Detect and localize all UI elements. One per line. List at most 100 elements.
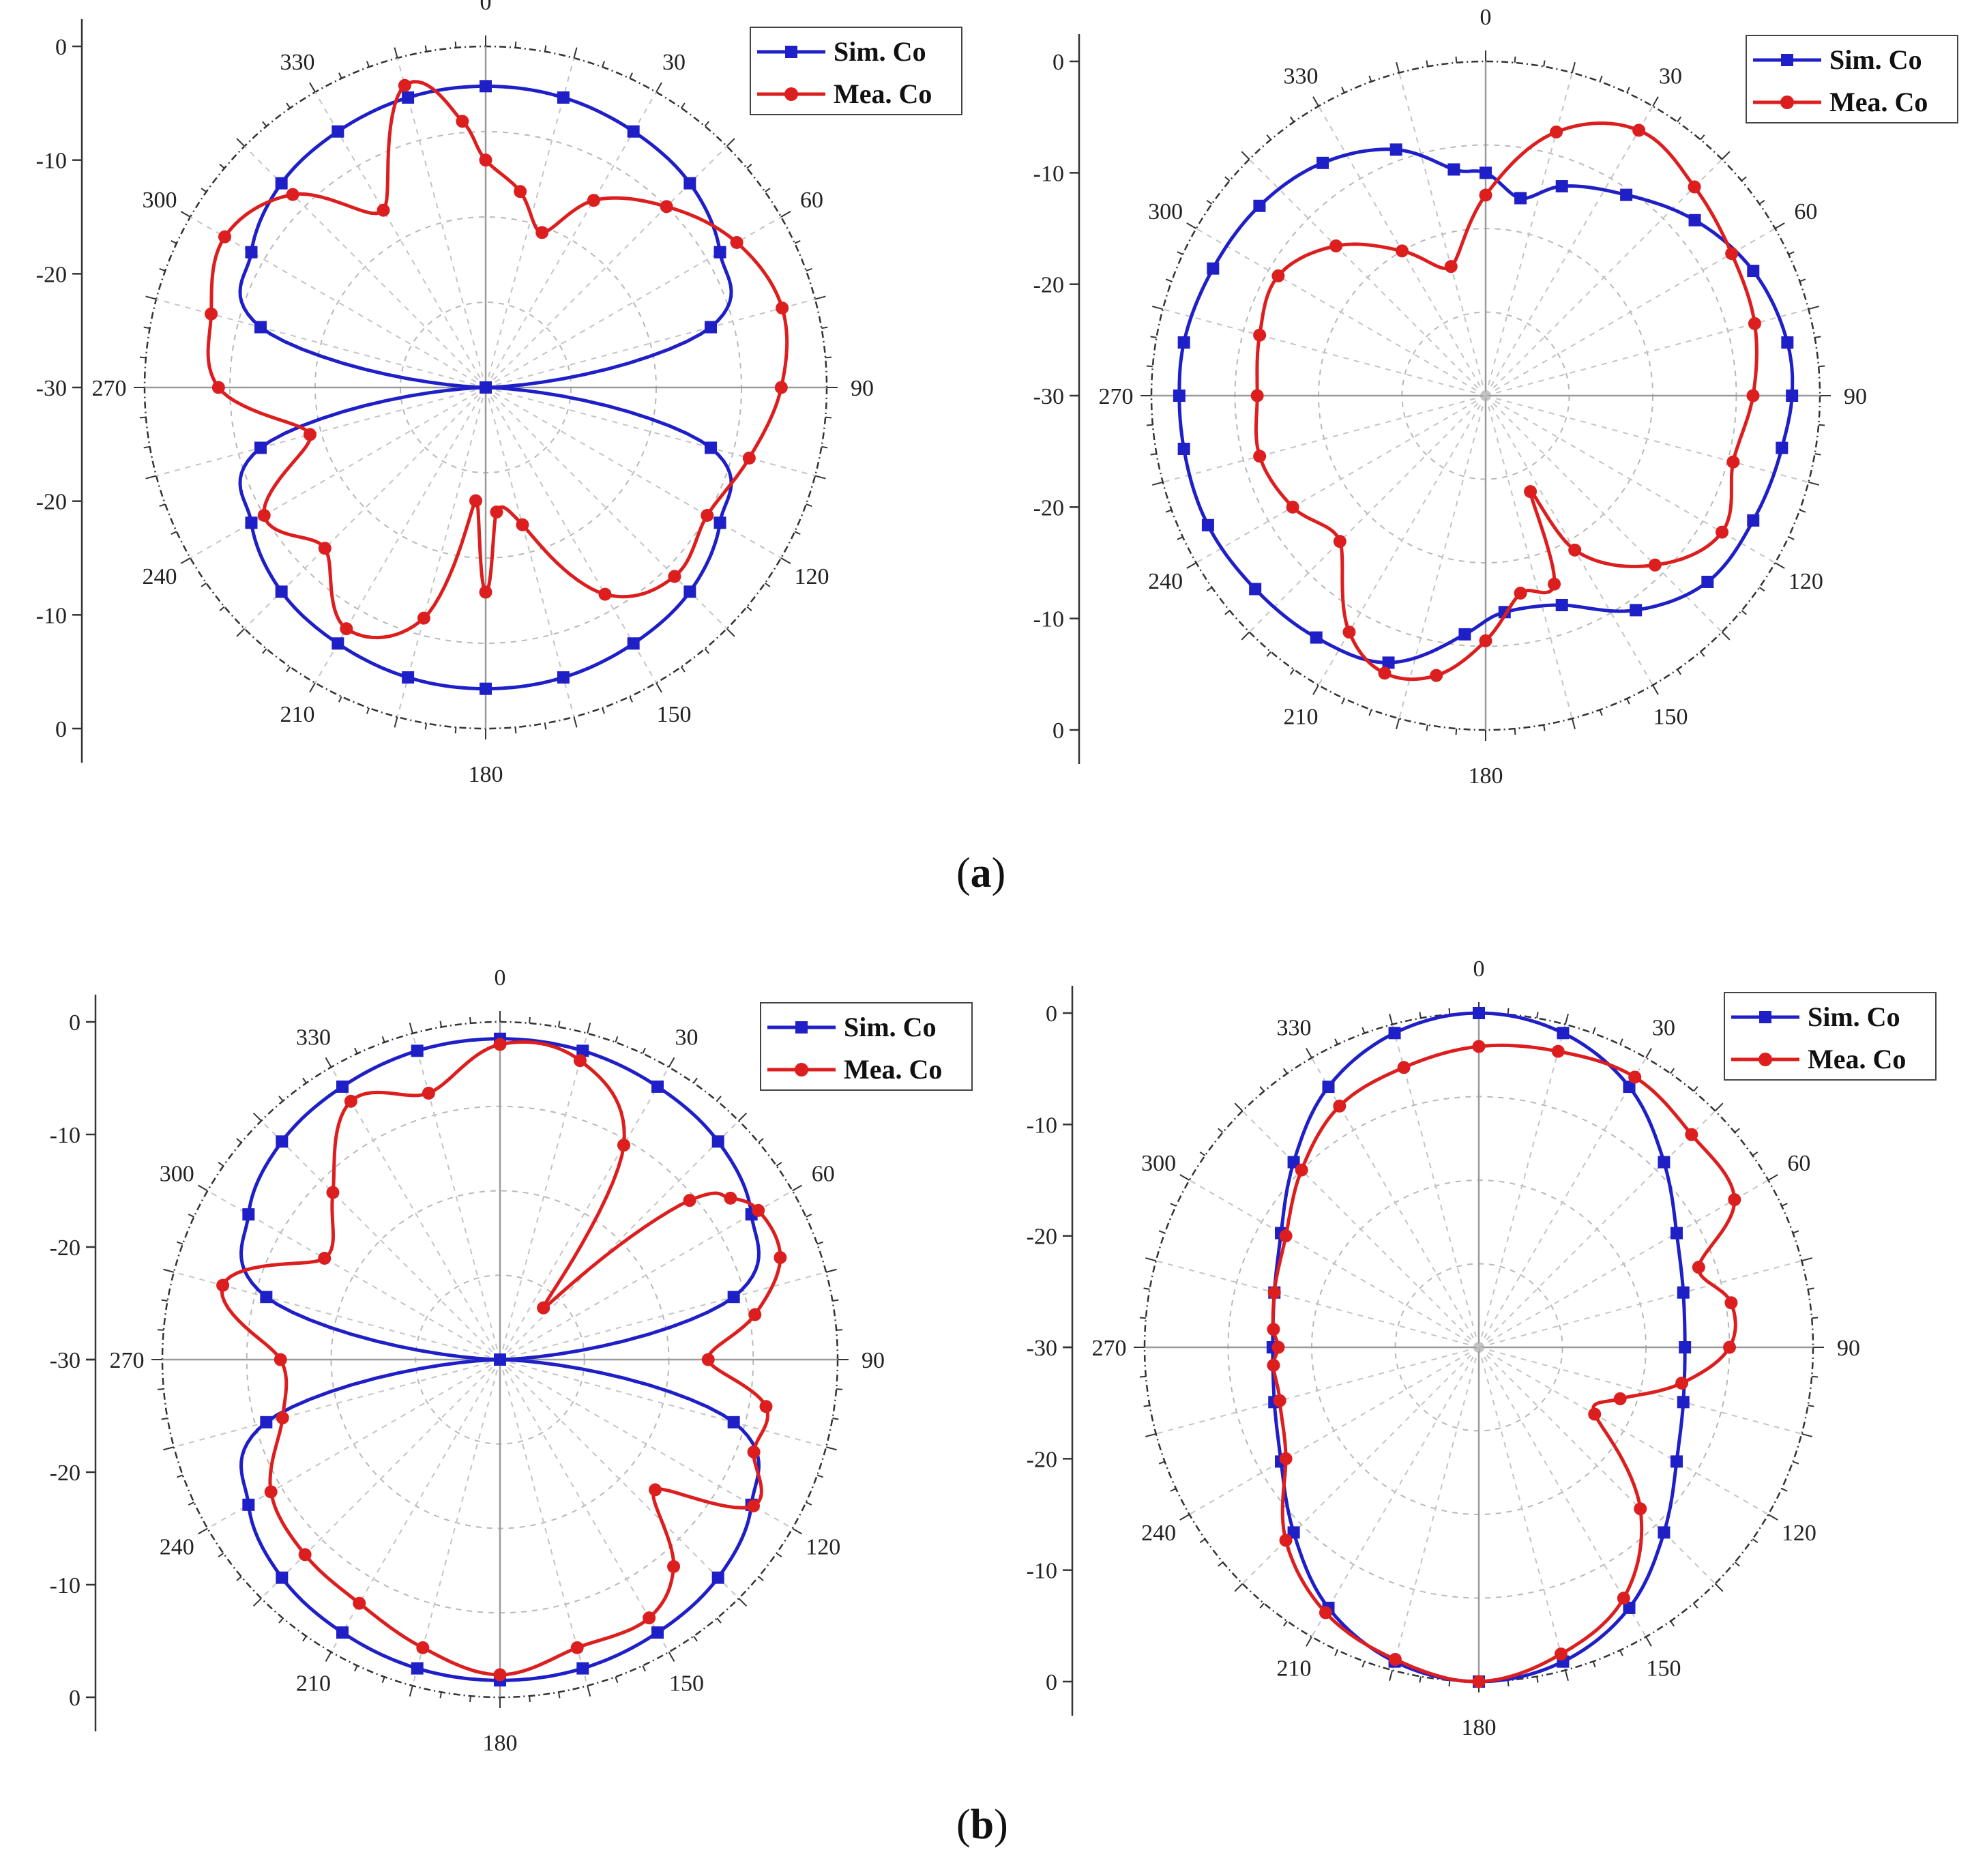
outer-tick — [1677, 116, 1682, 123]
mea-co-point — [1472, 1675, 1486, 1688]
theta-tick-label: 300 — [1148, 199, 1183, 224]
grid-spoke — [396, 57, 486, 388]
radial-tick-label: -30 — [50, 1348, 80, 1373]
sim-co-point — [494, 1353, 506, 1366]
theta-tick-label: 270 — [92, 376, 127, 401]
outer-tick — [1592, 1027, 1596, 1034]
outer-tick — [587, 1685, 591, 1697]
grid-spoke — [485, 387, 657, 684]
mea-co-point — [398, 78, 411, 92]
outer-tick — [792, 1527, 803, 1535]
sim-co-point — [705, 321, 718, 334]
outer-tick — [780, 211, 791, 218]
outer-tick — [1700, 134, 1705, 141]
outer-tick — [1808, 481, 1820, 486]
outer-tick — [1282, 1620, 1288, 1627]
outer-tick — [832, 1299, 839, 1302]
theta-tick-label: 0 — [1473, 956, 1485, 982]
mea-co-point — [1685, 1128, 1698, 1141]
outer-tick — [157, 1388, 164, 1390]
outer-tick — [1693, 1602, 1698, 1609]
grid-spoke — [485, 91, 657, 388]
panel-label-b-letter: b — [970, 1802, 995, 1848]
outer-tick — [1389, 1670, 1394, 1682]
mea-co-point — [1716, 525, 1729, 539]
outer-tick — [587, 1023, 591, 1034]
mea-co-point — [1333, 1099, 1346, 1113]
outer-tick — [469, 1696, 471, 1703]
mea-co-point — [276, 1411, 289, 1424]
mea-co-point — [257, 509, 271, 522]
outer-tick — [816, 1241, 823, 1245]
mea-co-point — [1648, 558, 1662, 572]
outer-tick — [1312, 684, 1319, 695]
mea-co-point — [1267, 1323, 1280, 1336]
sim-co-point — [1473, 1007, 1485, 1019]
theta-tick-label: 150 — [1647, 1656, 1681, 1681]
mea-co-point — [1397, 1061, 1411, 1074]
outer-tick — [794, 239, 801, 244]
mea-co-point — [1319, 1606, 1332, 1619]
mea-co-point — [668, 570, 681, 583]
outer-tick — [1507, 1680, 1510, 1687]
outer-tick — [1774, 562, 1785, 569]
sim-co-point — [705, 441, 718, 454]
outer-tick — [278, 1096, 284, 1102]
grid-spoke — [1248, 158, 1486, 396]
outer-tick — [1259, 1086, 1265, 1092]
sim-co-point — [1623, 1081, 1636, 1094]
theta-tick-label: 60 — [812, 1162, 835, 1187]
outer-tick — [1801, 1257, 1813, 1262]
mea-co-point — [479, 153, 492, 167]
mea-co-point — [344, 1094, 357, 1108]
sim-co-point — [576, 1662, 589, 1675]
sim-co-point — [480, 682, 492, 695]
grid-spoke — [1311, 1057, 1480, 1348]
mea-co-point — [318, 542, 332, 555]
outer-tick — [1543, 724, 1546, 731]
outer-tick — [704, 121, 709, 127]
outer-tick — [1146, 365, 1153, 368]
outer-tick — [1389, 1013, 1394, 1025]
theta-tick-label: 180 — [483, 1731, 518, 1756]
outer-tick — [159, 503, 166, 508]
mea-co-point — [1632, 123, 1646, 137]
mea-co-point — [298, 1548, 312, 1562]
mea-co-point — [340, 622, 353, 636]
mea-co-point — [490, 505, 503, 519]
outer-tick — [806, 1214, 812, 1218]
outer-tick — [1767, 1514, 1778, 1521]
outer-tick — [776, 1553, 782, 1557]
outer-tick — [615, 1676, 619, 1683]
outer-tick — [615, 1036, 619, 1043]
theta-tick-label: 210 — [1277, 1656, 1312, 1681]
radial-tick-label: -20 — [36, 262, 67, 287]
outer-tick — [1788, 251, 1795, 255]
mea-co-point — [205, 307, 218, 321]
grid-spoke — [173, 1271, 501, 1360]
outer-tick — [302, 1077, 307, 1084]
outer-tick — [1396, 718, 1400, 730]
radial-tick-label: -10 — [50, 1123, 80, 1148]
mea-co-point — [218, 230, 232, 244]
grid-spoke — [485, 57, 575, 388]
mea-co-point — [1548, 577, 1561, 591]
sim-co-point — [242, 1498, 255, 1511]
outer-tick — [1670, 1620, 1675, 1627]
theta-tick-label: 330 — [296, 1025, 331, 1050]
outer-tick — [792, 1184, 803, 1192]
mea-co-point — [747, 1445, 761, 1459]
mea-co-point — [422, 1087, 435, 1100]
outer-tick — [693, 1077, 698, 1084]
mea-co-point — [774, 381, 788, 394]
outer-tick — [325, 1652, 332, 1662]
sim-co-point — [242, 1208, 255, 1221]
outer-tick — [180, 211, 191, 218]
outer-tick — [252, 1598, 262, 1607]
theta-tick-label: 0 — [1480, 5, 1492, 30]
outer-tick — [1819, 424, 1825, 426]
outer-tick — [1714, 1102, 1724, 1112]
radial-tick-label: -20 — [1033, 273, 1064, 298]
theta-tick-label: 150 — [1653, 704, 1688, 729]
sim-co-point — [627, 125, 640, 138]
